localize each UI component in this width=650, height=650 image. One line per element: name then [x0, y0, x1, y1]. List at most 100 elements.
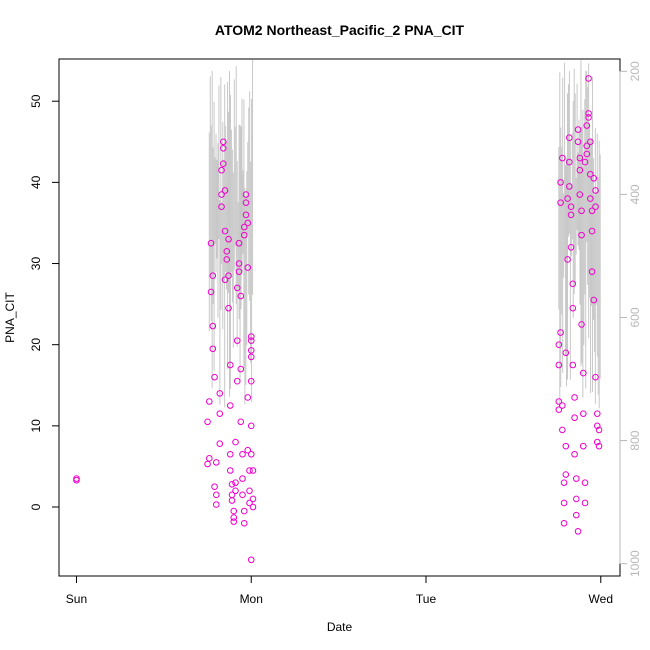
data-point [233, 377, 241, 385]
data-point [247, 377, 255, 385]
data-point [230, 507, 238, 515]
data-point [247, 450, 255, 458]
data-point [564, 195, 571, 202]
data-point [559, 154, 566, 162]
x-axis-label: Date [327, 620, 353, 634]
x-tick-label: Sun [66, 592, 87, 606]
data-point [247, 353, 255, 361]
data-point [216, 390, 224, 397]
data-point [233, 337, 241, 344]
y2-tick-label: 200 [628, 61, 642, 81]
data-point [223, 248, 231, 255]
data-point [588, 207, 596, 215]
data-point [249, 467, 257, 474]
data-point [226, 361, 234, 369]
data-point [593, 422, 601, 430]
data-point [232, 438, 239, 446]
data-points-layer [73, 75, 603, 564]
data-point [221, 187, 229, 194]
data-point [555, 341, 563, 348]
data-point [219, 144, 227, 152]
data-point [242, 191, 250, 198]
data-point [249, 495, 257, 503]
data-point [246, 499, 253, 507]
data-point [578, 207, 585, 215]
y-tick-label: 50 [29, 94, 43, 108]
data-point [593, 410, 601, 417]
data-point [244, 264, 252, 271]
data-point [242, 199, 250, 206]
data-point [567, 243, 575, 251]
data-point [569, 361, 577, 369]
data-point [247, 337, 255, 344]
pressure-trace-layer [208, 60, 601, 409]
data-point [204, 418, 211, 426]
x-tick-label: Tue [416, 592, 437, 606]
data-point [559, 402, 566, 409]
data-point [240, 231, 248, 239]
data-point [569, 304, 577, 312]
data-point [573, 475, 580, 482]
data-point [226, 402, 234, 409]
data-point [560, 479, 568, 486]
data-point [219, 160, 227, 167]
data-point [574, 528, 582, 535]
data-point [218, 166, 225, 174]
data-point [566, 134, 573, 142]
data-point [233, 284, 241, 292]
data-point [246, 487, 253, 495]
data-point [239, 450, 246, 458]
data-point [239, 491, 246, 499]
data-point [211, 373, 218, 381]
data-point [235, 239, 243, 247]
data-point [225, 235, 232, 243]
data-point [555, 398, 563, 405]
data-point [219, 138, 227, 146]
y2-tick-label: 400 [628, 184, 642, 204]
data-point [571, 394, 578, 401]
data-point [581, 499, 589, 507]
data-point [226, 467, 234, 474]
data-point [237, 418, 245, 426]
data-point [209, 272, 217, 280]
data-point [583, 142, 591, 150]
data-point [237, 292, 245, 300]
data-point [557, 329, 564, 336]
data-point [230, 518, 238, 525]
data-point [209, 322, 217, 330]
data-point [244, 394, 252, 401]
data-point [578, 231, 585, 239]
data-point [221, 227, 229, 235]
data-point [586, 195, 594, 202]
data-point [207, 239, 215, 247]
data-point [585, 75, 592, 82]
data-point [239, 475, 246, 482]
data-point [216, 440, 224, 448]
data-point [246, 467, 253, 474]
data-point [555, 406, 563, 413]
data-point [228, 497, 236, 504]
data-point [223, 256, 231, 263]
data-point [562, 349, 570, 357]
y-tick-label: 0 [29, 503, 43, 510]
y-tick-label: 30 [29, 257, 43, 271]
data-point [574, 126, 582, 133]
data-point [237, 365, 245, 373]
data-point [221, 276, 229, 284]
secondary-y-axis: 200 400 600 800 1000 [619, 61, 642, 577]
data-point [247, 556, 255, 564]
data-point [576, 191, 584, 198]
data-point [555, 361, 563, 369]
y2-tick-label: 600 [628, 307, 642, 327]
data-point [205, 398, 213, 405]
data-point [567, 211, 575, 219]
data-point [583, 150, 591, 158]
data-point [590, 175, 598, 182]
data-point [573, 495, 580, 503]
y2-tick-label: 800 [628, 430, 642, 450]
data-point [586, 170, 594, 178]
y-tick-label: 40 [29, 175, 43, 189]
y-axis-label: PNA_CIT [3, 291, 17, 342]
data-point [225, 272, 232, 280]
x-axis: Sun Mon Tue Wed [66, 575, 613, 606]
